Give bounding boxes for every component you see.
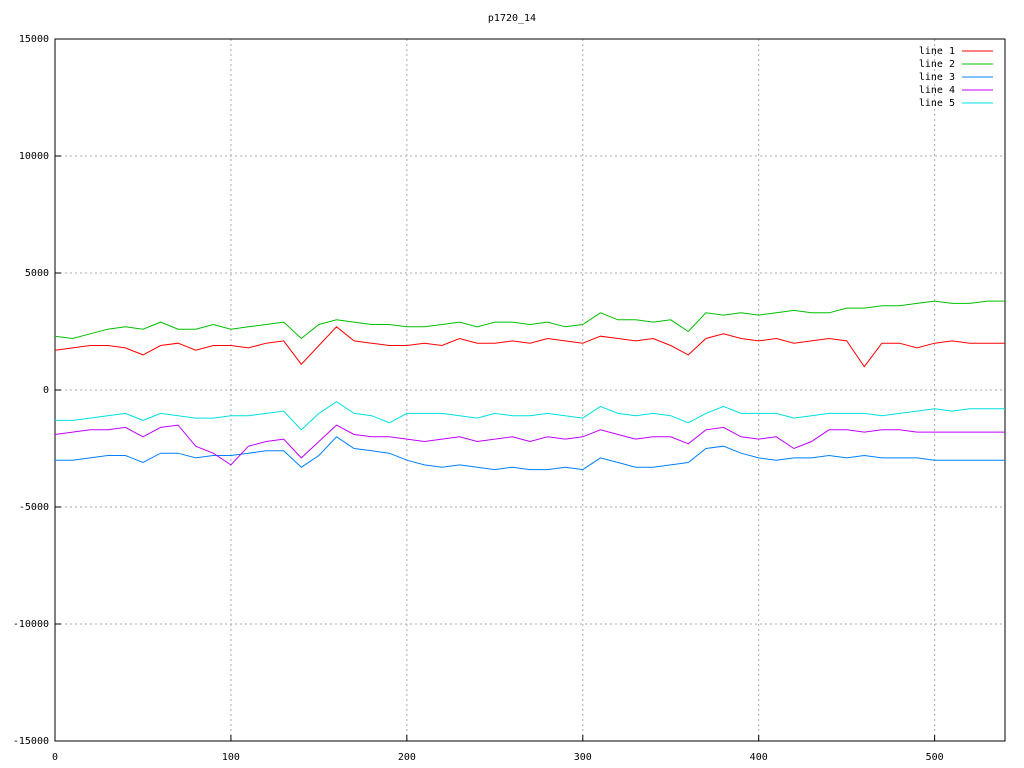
- y-tick-label: 5000: [25, 268, 49, 279]
- plot-frame: [54, 38, 1006, 742]
- y-tick-label: 10000: [19, 151, 49, 162]
- y-tick-label: -15000: [13, 736, 49, 747]
- y-tick-label: 0: [43, 385, 49, 396]
- y-tick-label: 15000: [19, 34, 49, 45]
- legend-label: line 2: [919, 59, 955, 70]
- data-line: [55, 401, 1005, 431]
- data-line: [54, 326, 1005, 368]
- y-tick-label: -10000: [13, 619, 49, 630]
- data-line: [55, 436, 1005, 471]
- x-tick-label: 500: [926, 752, 944, 763]
- legend-label: line 4: [919, 85, 955, 96]
- x-tick-label: 400: [750, 752, 768, 763]
- legend-label: line 5: [919, 98, 955, 109]
- legend-label: line 1: [919, 46, 955, 57]
- x-tick-label: 200: [398, 752, 416, 763]
- data-line: [54, 424, 1005, 466]
- legend-label: line 3: [919, 72, 955, 83]
- y-tick-label: -5000: [19, 502, 49, 513]
- x-tick-label: 300: [574, 752, 592, 763]
- data-line: [54, 300, 1005, 340]
- x-tick-label: 100: [222, 752, 240, 763]
- x-tick-label: 0: [52, 752, 58, 763]
- chart-title: p1720_14: [488, 13, 536, 24]
